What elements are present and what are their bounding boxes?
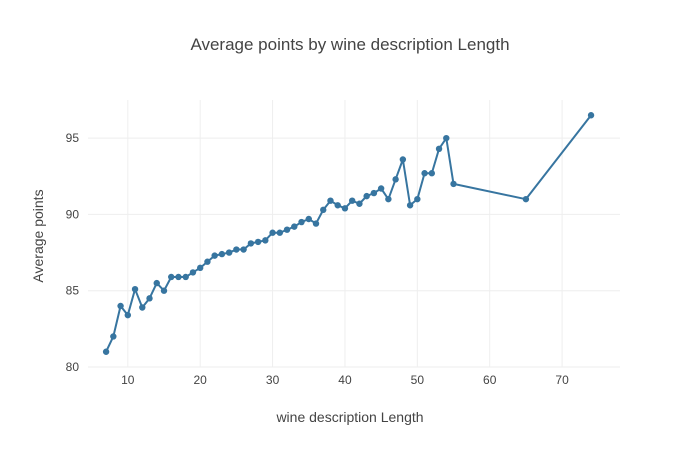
data-point bbox=[385, 195, 392, 203]
data-point bbox=[428, 170, 436, 177]
data-point bbox=[334, 202, 341, 209]
data-point bbox=[153, 279, 160, 287]
data-point bbox=[276, 229, 284, 236]
data-point bbox=[291, 223, 298, 230]
data-point bbox=[399, 156, 407, 163]
x-tick-label: 70 bbox=[555, 373, 569, 387]
chart-title: Average points by wine description Lengt… bbox=[190, 35, 509, 54]
data-point bbox=[392, 176, 399, 183]
x-axis-label: wine description Length bbox=[275, 409, 423, 425]
data-point bbox=[233, 246, 240, 253]
data-point bbox=[160, 287, 168, 294]
data-point bbox=[414, 195, 421, 203]
grid-layer bbox=[88, 100, 620, 368]
data-point bbox=[443, 134, 450, 142]
data-point bbox=[363, 192, 370, 200]
data-point bbox=[225, 249, 233, 256]
data-point bbox=[196, 264, 204, 272]
data-point bbox=[117, 302, 124, 310]
data-point bbox=[327, 197, 334, 204]
data-point bbox=[348, 197, 356, 204]
data-point bbox=[421, 170, 428, 177]
data-point bbox=[341, 205, 349, 212]
data-point bbox=[240, 246, 247, 253]
data-point bbox=[370, 189, 378, 197]
x-tick-label: 20 bbox=[194, 373, 208, 387]
data-point bbox=[175, 273, 182, 281]
series-layer bbox=[102, 112, 595, 355]
data-point bbox=[189, 269, 197, 276]
x-tick-label: 60 bbox=[483, 373, 497, 387]
data-point bbox=[320, 206, 327, 214]
x-tick-label: 30 bbox=[266, 373, 280, 387]
data-point bbox=[450, 180, 457, 188]
data-point bbox=[262, 237, 269, 244]
data-point bbox=[139, 304, 146, 311]
data-point bbox=[305, 215, 312, 223]
x-tick-label: 40 bbox=[338, 373, 352, 387]
data-point bbox=[377, 185, 385, 192]
series-line bbox=[105, 114, 592, 353]
data-point bbox=[204, 258, 211, 265]
data-point bbox=[283, 226, 291, 233]
data-point bbox=[522, 195, 530, 203]
x-tick-label: 50 bbox=[411, 373, 425, 387]
y-tick-label: 80 bbox=[66, 360, 80, 374]
data-point bbox=[298, 218, 305, 226]
data-point bbox=[131, 285, 139, 293]
data-point bbox=[124, 311, 132, 319]
data-point bbox=[406, 202, 414, 209]
y-axis-label: Average points bbox=[30, 189, 46, 282]
data-point bbox=[146, 295, 153, 302]
data-point bbox=[435, 145, 443, 153]
data-point bbox=[587, 112, 595, 119]
tick-layer: 10 20 30 40 50 60 70 80 85 90 95 bbox=[66, 131, 569, 387]
data-point bbox=[182, 273, 189, 281]
data-point bbox=[356, 200, 363, 207]
y-tick-label: 90 bbox=[66, 207, 80, 221]
data-point bbox=[247, 240, 255, 247]
data-point bbox=[110, 333, 117, 340]
data-point bbox=[312, 220, 320, 227]
y-tick-label: 85 bbox=[66, 284, 80, 298]
data-point bbox=[102, 348, 110, 355]
data-point bbox=[211, 252, 218, 259]
x-tick-label: 10 bbox=[121, 373, 135, 387]
y-tick-label: 95 bbox=[66, 131, 80, 145]
data-point bbox=[254, 238, 262, 246]
data-point bbox=[218, 250, 226, 258]
data-point bbox=[269, 229, 276, 236]
data-point bbox=[168, 273, 175, 281]
